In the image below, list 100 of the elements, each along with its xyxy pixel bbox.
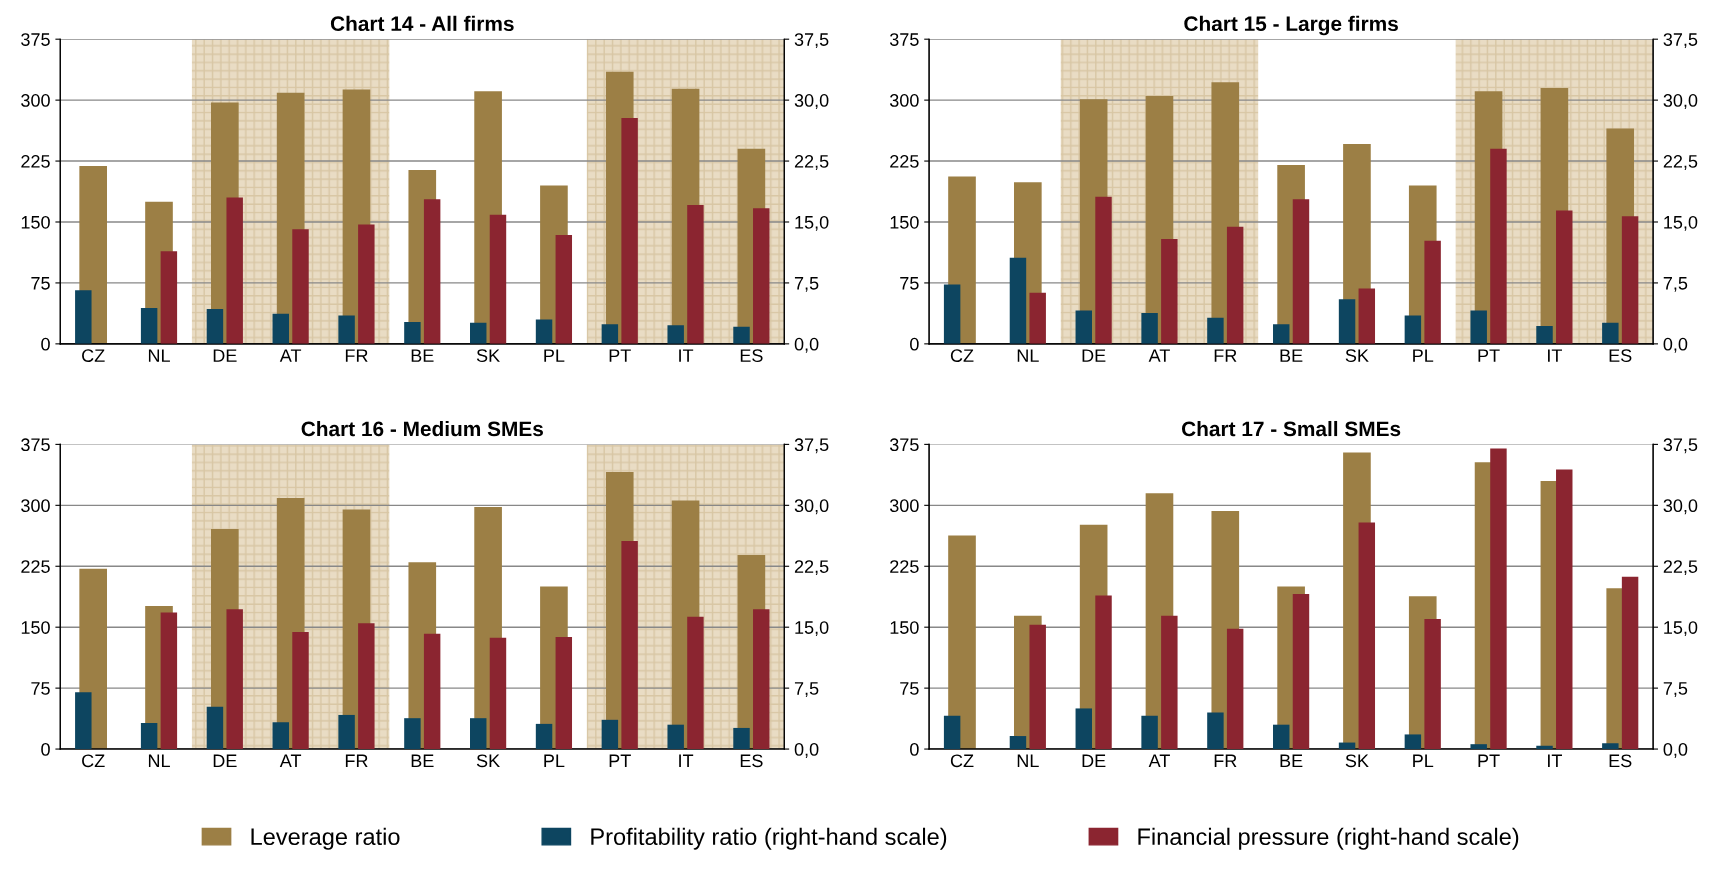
bar	[1404, 734, 1422, 750]
y-tick-label: 0	[910, 742, 919, 756]
legend-label: Leverage ratio	[251, 827, 400, 850]
bar	[1536, 325, 1553, 344]
bar	[358, 623, 375, 750]
y2-tick-label: 0,0	[1663, 337, 1688, 353]
y2-tick-label: 15,0	[795, 215, 829, 231]
y-tick-label: 150	[21, 621, 50, 634]
y2-tick-label: 30,0	[794, 499, 829, 515]
y-tick-label: 375	[21, 438, 50, 452]
bar	[1338, 742, 1356, 750]
y2-tick-label: 7,5	[794, 682, 819, 697]
y2-tick-label: 15,0	[795, 621, 829, 637]
x-tick-label: BE	[1280, 754, 1303, 768]
y-tick-label: 150	[890, 621, 919, 634]
x-tick-label: PL	[544, 754, 565, 768]
x-tick-label: AT	[279, 349, 302, 362]
bar	[272, 313, 289, 344]
bar	[1602, 743, 1619, 750]
bar	[292, 632, 309, 750]
bar	[1075, 708, 1092, 750]
bar	[687, 204, 704, 344]
bar	[1358, 288, 1376, 344]
y2-tick-label: 22,5	[1663, 154, 1698, 170]
chart-title: Chart 16 - Medium SMEs	[301, 420, 543, 437]
x-tick-label: CZ	[950, 754, 974, 768]
y-tick-label: 75	[31, 277, 50, 290]
y-tick-label: 225	[890, 154, 919, 168]
bar	[1161, 615, 1178, 750]
legend-label: Profitability ratio (right-hand scale)	[591, 827, 947, 850]
bar	[667, 724, 684, 750]
bar	[601, 324, 619, 344]
y-tick-label: 75	[900, 682, 919, 695]
bar	[140, 308, 158, 344]
y-tick-label: 150	[890, 215, 919, 229]
y2-tick-label: 37,5	[794, 438, 829, 454]
bar	[1602, 322, 1619, 344]
bar	[1470, 310, 1487, 344]
bar	[1141, 312, 1158, 344]
bar	[338, 714, 355, 750]
bar	[1075, 310, 1092, 344]
y2-tick-label: 7,5	[1663, 682, 1688, 697]
bar	[667, 325, 684, 344]
chart-title: Chart 14 - All firms	[330, 15, 514, 32]
x-tick-label: CZ	[950, 349, 974, 362]
bar	[1161, 239, 1178, 344]
bar	[206, 308, 224, 344]
bar	[75, 692, 92, 750]
x-tick-label: PL	[544, 349, 565, 362]
x-tick-label: NL	[1017, 349, 1039, 362]
bar	[226, 609, 243, 750]
bar	[943, 715, 961, 750]
bar	[733, 727, 750, 750]
y2-tick-label: 0,0	[794, 742, 819, 758]
x-tick-label: SK	[1345, 349, 1369, 362]
y-tick-label: 300	[21, 94, 50, 107]
x-tick-label: NL	[148, 349, 170, 362]
y-tick-label: 0	[41, 337, 50, 351]
bar	[140, 723, 158, 750]
bar	[338, 315, 355, 344]
y2-tick-label: 30,0	[1663, 94, 1698, 109]
x-tick-label: PL	[1413, 349, 1434, 362]
y2-tick-label: 0,0	[794, 337, 819, 353]
y2-tick-label: 15,0	[1664, 215, 1698, 231]
x-tick-label: PT	[609, 349, 631, 362]
x-tick-label: BE	[1280, 349, 1303, 362]
y-tick-label: 300	[889, 94, 919, 107]
x-tick-label: IT	[1548, 754, 1562, 768]
x-tick-label: FR	[1214, 349, 1237, 362]
bar	[1009, 736, 1027, 750]
x-tick-label: IT	[679, 754, 694, 768]
bar	[1556, 210, 1573, 344]
y2-tick-label: 22,5	[1663, 560, 1698, 576]
bar	[404, 718, 421, 750]
bar	[535, 319, 553, 344]
y-tick-label: 375	[889, 438, 919, 452]
bar	[1338, 299, 1356, 344]
bar	[1207, 712, 1224, 750]
x-tick-label: SK	[476, 754, 500, 768]
y-tick-label: 150	[21, 215, 50, 229]
bar	[687, 616, 704, 750]
x-tick-label: ES	[1609, 754, 1632, 768]
y-tick-label: 375	[889, 33, 919, 46]
y2-tick-label: 7,5	[794, 277, 819, 292]
x-tick-label: FR	[345, 349, 368, 362]
bar	[226, 197, 243, 344]
x-tick-label: FR	[345, 754, 368, 768]
y2-tick-label: 22,5	[794, 154, 829, 170]
y-tick-label: 75	[900, 277, 919, 290]
x-tick-label: AT	[1148, 754, 1170, 768]
y2-tick-label: 7,5	[1663, 277, 1688, 292]
bar	[1536, 745, 1553, 750]
bar	[948, 535, 976, 750]
x-tick-label: PT	[1478, 754, 1500, 768]
x-tick-label: PT	[609, 754, 631, 768]
bar	[75, 290, 92, 344]
y2-tick-label: 37,5	[794, 33, 829, 49]
bar	[1273, 324, 1290, 344]
x-tick-label: CZ	[82, 754, 105, 768]
y-tick-label: 300	[889, 499, 919, 513]
